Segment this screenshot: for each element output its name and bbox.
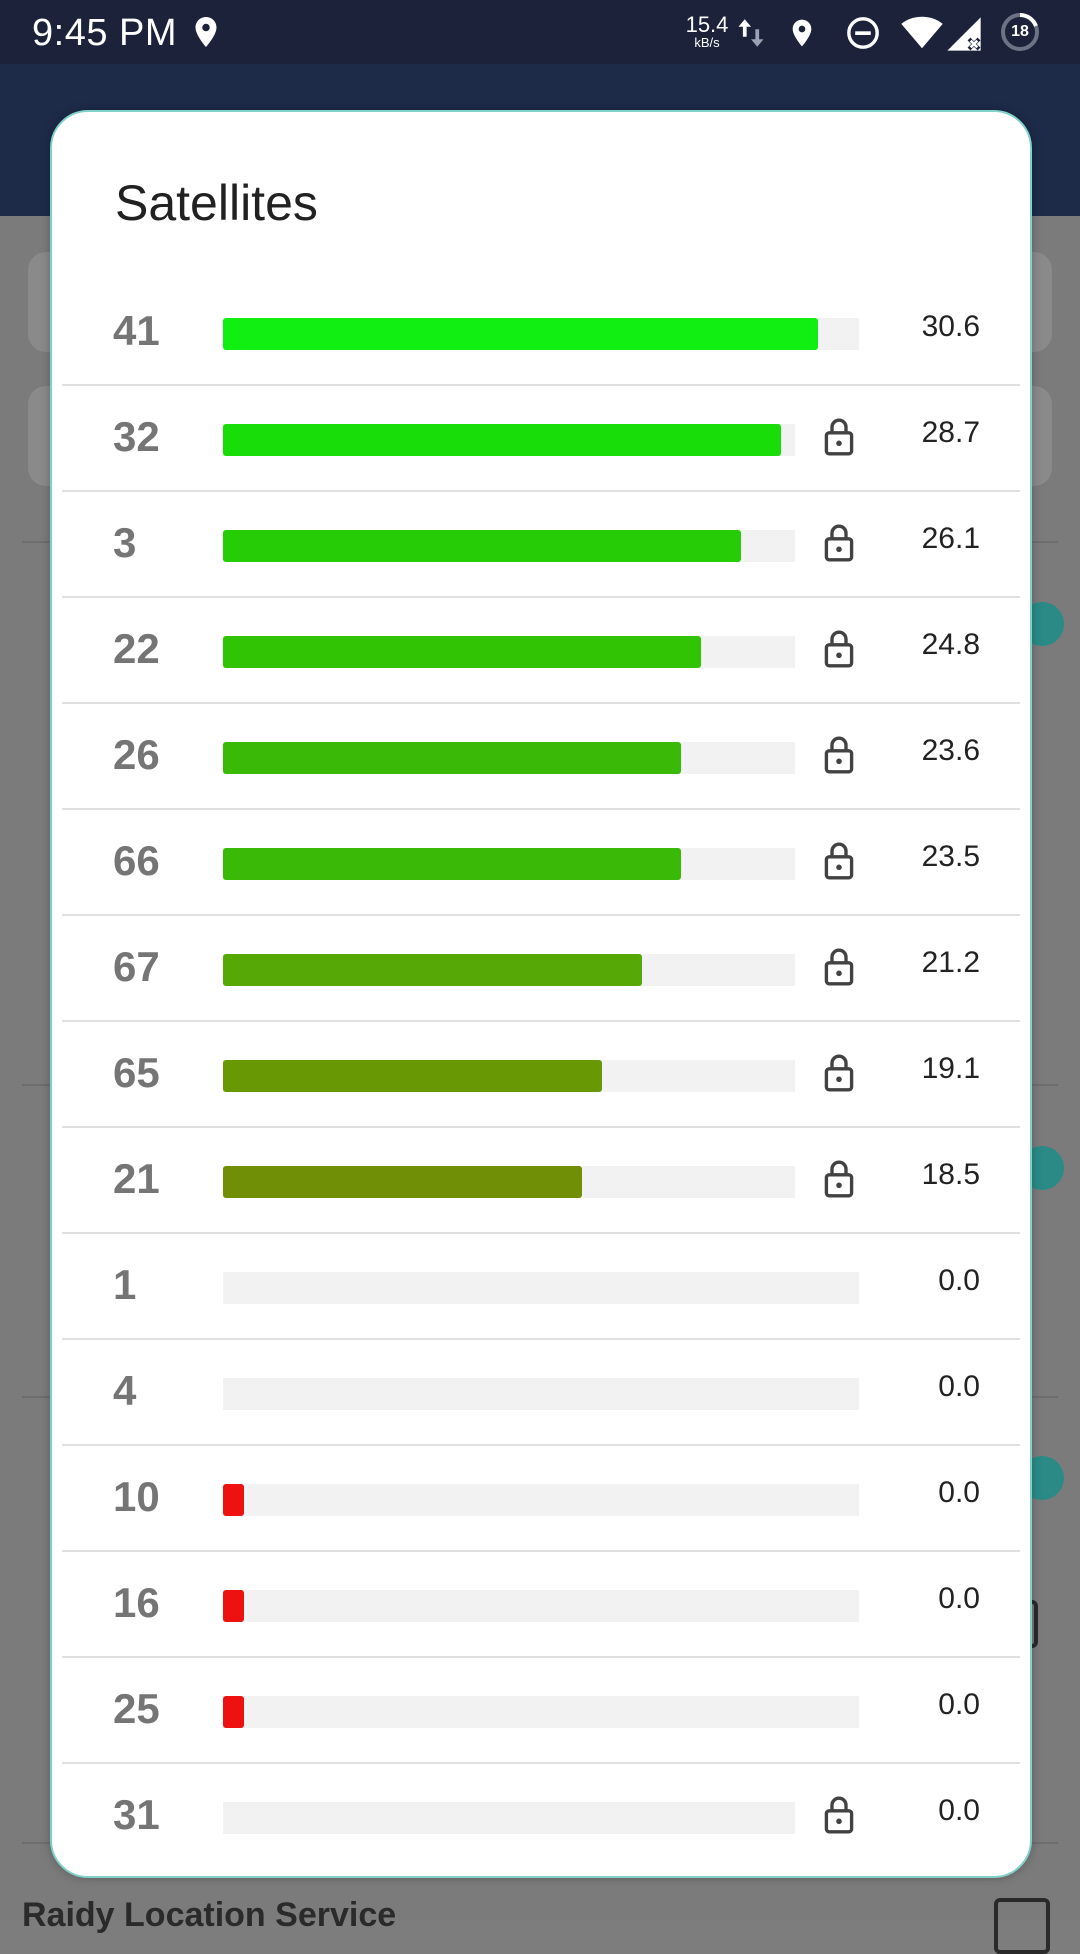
signal-track [223, 424, 795, 456]
lock-icon [822, 628, 856, 670]
satellite-id: 32 [113, 413, 160, 460]
satellite-row: 21 18.5 [62, 1128, 1020, 1234]
signal-value: 0.0 [938, 1688, 980, 1721]
data-arrows-icon [738, 19, 764, 47]
signal-value: 0.0 [938, 1582, 980, 1615]
satellite-row: 32 28.7 [62, 386, 1020, 492]
copy-icon [994, 1898, 1050, 1954]
lock-icon [822, 840, 856, 882]
status-bar: 9:45 PM 15.4 kB/s 18 [0, 0, 1080, 64]
signal-value: 26.1 [921, 522, 980, 555]
satellite-id: 31 [113, 1791, 160, 1838]
signal-value: 19.1 [921, 1052, 980, 1085]
satellite-row: 26 23.6 [62, 704, 1020, 810]
signal-track [223, 1696, 859, 1728]
battery-icon: 18 [1000, 12, 1040, 52]
signal-track [223, 742, 795, 774]
signal-bar [223, 530, 741, 562]
signal-bar [223, 636, 701, 668]
signal-value: 30.6 [921, 310, 980, 343]
do-not-disturb-icon [847, 17, 879, 49]
satellite-id: 3 [113, 519, 137, 566]
signal-track [223, 530, 795, 562]
satellite-id: 22 [113, 625, 160, 672]
satellite-row: 3 26.1 [62, 492, 1020, 598]
satellite-list: 41 30.6 32 28.7 3 26.1 22 24.8 26 23.6 66 23.5 67 21.… [52, 280, 1030, 1868]
satellite-id: 26 [113, 731, 160, 778]
signal-track [223, 1484, 859, 1516]
signal-value: 23.5 [921, 840, 980, 873]
signal-track [223, 1060, 795, 1092]
satellite-row: 66 23.5 [62, 810, 1020, 916]
status-time: 9:45 PM [32, 12, 178, 54]
lock-icon [822, 416, 856, 458]
satellite-row: 16 0.0 [62, 1552, 1020, 1658]
signal-track [223, 1166, 795, 1198]
signal-value: 24.8 [921, 628, 980, 661]
signal-track [223, 1272, 859, 1304]
satellite-id: 21 [113, 1155, 160, 1202]
signal-value: 0.0 [938, 1794, 980, 1827]
signal-track [223, 1590, 859, 1622]
satellite-row: 67 21.2 [62, 916, 1020, 1022]
satellite-id: 66 [113, 837, 160, 884]
net-speed: 15.4 kB/s [685, 12, 729, 50]
lock-icon [822, 1052, 856, 1094]
signal-bar [223, 1060, 602, 1092]
location-icon [195, 17, 217, 47]
signal-bar [223, 742, 681, 774]
satellite-id: 10 [113, 1473, 160, 1520]
satellite-row: 41 30.6 [62, 280, 1020, 386]
signal-bar [223, 1696, 244, 1728]
lock-icon [822, 1158, 856, 1200]
cell-signal-icon [947, 17, 981, 51]
battery-level: 18 [1011, 23, 1029, 40]
signal-bar [223, 1590, 244, 1622]
satellite-row: 10 0.0 [62, 1446, 1020, 1552]
background-title: Raidy Location Service [22, 1896, 397, 1934]
signal-track [223, 1378, 859, 1410]
lock-icon [822, 734, 856, 776]
signal-track [223, 1802, 795, 1834]
satellite-id: 41 [113, 307, 160, 354]
signal-bar [223, 848, 681, 880]
signal-bar [223, 318, 818, 350]
signal-bar [223, 1484, 244, 1516]
signal-value: 23.6 [921, 734, 980, 767]
satellite-id: 65 [113, 1049, 160, 1096]
satellite-id: 4 [113, 1367, 137, 1414]
signal-value: 18.5 [921, 1158, 980, 1191]
signal-value: 0.0 [938, 1264, 980, 1297]
signal-value: 21.2 [921, 946, 980, 979]
signal-value: 28.7 [921, 416, 980, 449]
signal-bar [223, 954, 642, 986]
satellite-id: 1 [113, 1261, 137, 1308]
satellite-row: 4 0.0 [62, 1340, 1020, 1446]
signal-track [223, 954, 795, 986]
satellite-row: 31 0.0 [62, 1764, 1020, 1868]
satellite-row: 25 0.0 [62, 1658, 1020, 1764]
satellite-row: 65 19.1 [62, 1022, 1020, 1128]
signal-bar [223, 1166, 582, 1198]
signal-value: 0.0 [938, 1370, 980, 1403]
satellite-id: 16 [113, 1579, 160, 1626]
signal-bar [223, 424, 781, 456]
lock-icon [822, 522, 856, 564]
satellite-row: 1 0.0 [62, 1234, 1020, 1340]
lock-icon [822, 1794, 856, 1836]
satellites-dialog: Satellites 41 30.6 32 28.7 3 26.1 22 24.8 26 23.6… [50, 110, 1032, 1878]
wifi-icon [901, 16, 943, 49]
signal-track [223, 636, 795, 668]
lock-icon [822, 946, 856, 988]
satellite-id: 67 [113, 943, 160, 990]
signal-track [223, 318, 859, 350]
signal-value: 0.0 [938, 1476, 980, 1509]
dialog-title: Satellites [115, 175, 318, 231]
satellite-id: 25 [113, 1685, 160, 1732]
signal-track [223, 848, 795, 880]
satellite-row: 22 24.8 [62, 598, 1020, 704]
location-icon [792, 19, 812, 47]
